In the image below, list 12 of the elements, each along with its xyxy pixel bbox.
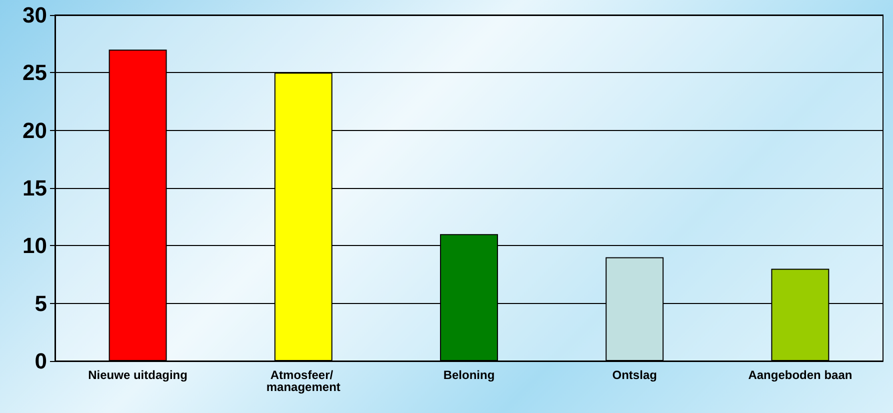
x-tick-label: Beloning <box>443 368 495 382</box>
y-tick-label: 30 <box>22 2 47 28</box>
x-tick-label: Nieuwe uitdaging <box>88 368 188 382</box>
x-tick-label: Atmosfeer/ management <box>266 368 340 394</box>
y-tick-label: 0 <box>34 348 47 374</box>
y-tick-label: 20 <box>22 118 47 143</box>
y-tick-label: 15 <box>22 176 47 200</box>
x-tick-label: Aangeboden baan <box>748 368 852 382</box>
y-tick-label: 5 <box>34 290 47 316</box>
y-tick-label: 25 <box>22 60 47 86</box>
x-tick-label: Ontslag <box>612 368 657 382</box>
y-tick-label: 10 <box>22 233 47 258</box>
